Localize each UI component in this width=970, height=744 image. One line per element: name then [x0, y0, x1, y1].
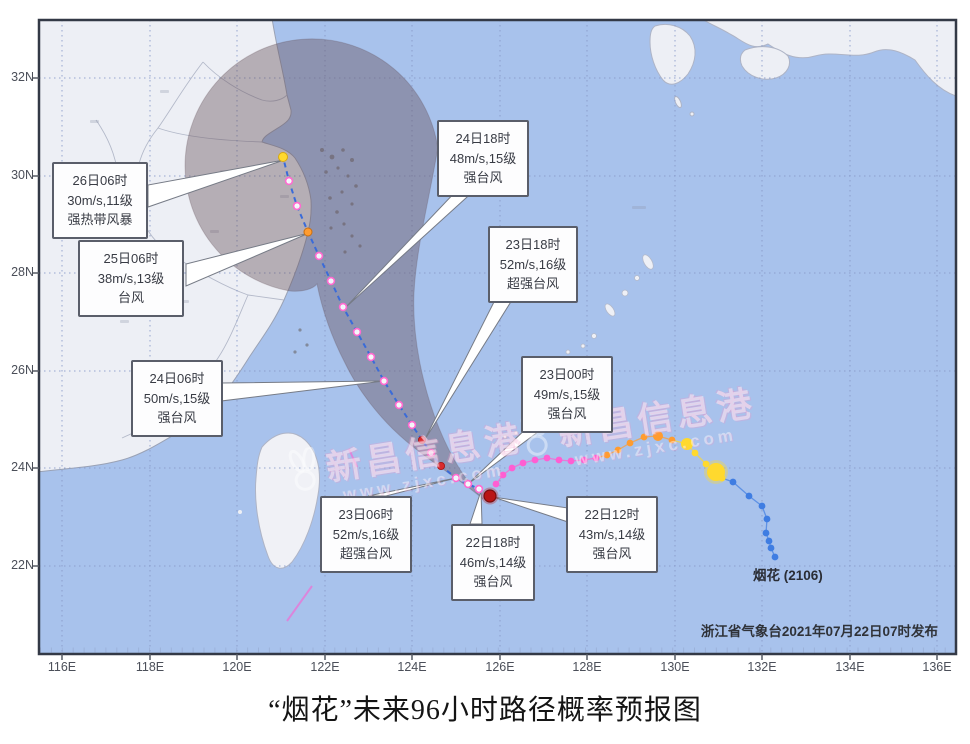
callout-category: 台风	[117, 290, 144, 305]
issuer-text: 浙江省气象台2021年07月22日07时发布	[700, 624, 938, 639]
callout-time: 23日06时	[338, 507, 394, 522]
x-axis-tick-label: 126E	[485, 660, 515, 674]
callout-time: 26日06时	[72, 173, 128, 188]
callout-category: 超强台风	[339, 546, 392, 561]
y-axis-tick-label: 32N	[11, 70, 34, 84]
stray-pink-lines	[286, 448, 358, 622]
callout-intensity: 30m/s,11级	[67, 192, 133, 208]
callout-time: 24日06时	[149, 371, 205, 386]
callout-leader-beams	[147, 159, 569, 525]
observed-track	[492, 431, 779, 561]
callout-intensity: 38m/s,13级	[97, 270, 165, 286]
callout-category: 强台风	[157, 410, 197, 425]
taiwan-island	[255, 432, 320, 569]
forecast-callout-24d06h: 24日06时 50m/s,15级 强台风	[131, 360, 223, 437]
callout-intensity: 52m/s,16级	[499, 256, 567, 272]
forecast-callout-23d06h: 23日06时 52m/s,16级 超强台风	[320, 496, 412, 573]
x-axis-tick-label: 130E	[660, 660, 690, 674]
callout-time: 24日18时	[455, 131, 511, 146]
map-frame-border	[37, 18, 958, 656]
forecast-callout-26d06h: 26日06时 30m/s,11级 强热带风暴	[52, 162, 148, 239]
callout-category: 强台风	[547, 406, 587, 421]
storm-name-label: 烟花 (2106)	[753, 568, 823, 583]
forecast-track	[278, 152, 491, 497]
x-axis-tick-label: 118E	[135, 660, 165, 674]
x-axis-tick-label: 134E	[835, 660, 865, 674]
callout-time: 23日00时	[539, 367, 595, 382]
forecast-callout-22d18h: 22日18时 46m/s,14级 强台风	[451, 524, 535, 601]
callout-intensity: 50m/s,15级	[143, 390, 211, 406]
callout-category: 超强台风	[506, 276, 559, 291]
y-axis-tick-label: 24N	[11, 460, 34, 474]
y-axis-tick-label: 30N	[11, 168, 34, 182]
x-axis-tick-label: 128E	[572, 660, 602, 674]
callout-intensity: 49m/s,15级	[533, 386, 601, 402]
y-axis-tick-label: 28N	[11, 265, 34, 279]
callout-intensity: 46m/s,14级	[459, 554, 527, 570]
japan-islands	[649, 20, 956, 117]
callout-category: 强台风	[592, 546, 632, 561]
callout-time: 25日06时	[103, 251, 159, 266]
probability-cone	[184, 38, 484, 500]
forecast-callout-23d18h: 23日18时 52m/s,16级 超强台风	[488, 226, 578, 303]
callout-time: 22日12时	[584, 507, 640, 522]
callout-category: 强热带风暴	[67, 212, 133, 227]
callout-category: 强台风	[473, 574, 513, 589]
callout-time: 23日18时	[505, 237, 561, 252]
forecast-callout-23d00h: 23日00时 49m/s,15级 强台风	[521, 356, 613, 433]
callout-category: 强台风	[463, 170, 503, 185]
y-axis-tick-label: 26N	[11, 363, 34, 377]
forecast-callout-22d12h: 22日12时 43m/s,14级 强台风	[566, 496, 658, 573]
x-axis-tick-label: 132E	[747, 660, 777, 674]
callout-intensity: 48m/s,15级	[449, 150, 517, 166]
y-axis-tick-label: 22N	[11, 558, 34, 572]
x-axis-tick-label: 136E	[922, 660, 952, 674]
forecast-callout-24d18h: 24日18时 48m/s,15级 强台风	[437, 120, 529, 197]
page-title: “烟花”未来96小时路径概率预报图	[268, 695, 702, 726]
penghu-island	[238, 510, 242, 514]
x-axis-tick-label: 122E	[310, 660, 340, 674]
callout-intensity: 43m/s,14级	[578, 526, 646, 542]
x-axis-tick-label: 124E	[397, 660, 427, 674]
zhoushan-islets	[293, 148, 362, 354]
x-axis-tick-label: 120E	[222, 660, 252, 674]
x-axis-tick-label: 116E	[47, 660, 77, 674]
forecast-callout-25d06h: 25日06时 38m/s,13级 台风	[78, 240, 184, 317]
callout-intensity: 52m/s,16级	[332, 526, 400, 542]
current-position-marker	[481, 487, 499, 505]
callout-time: 22日18时	[465, 535, 521, 550]
axis-tick-marks	[33, 77, 938, 660]
